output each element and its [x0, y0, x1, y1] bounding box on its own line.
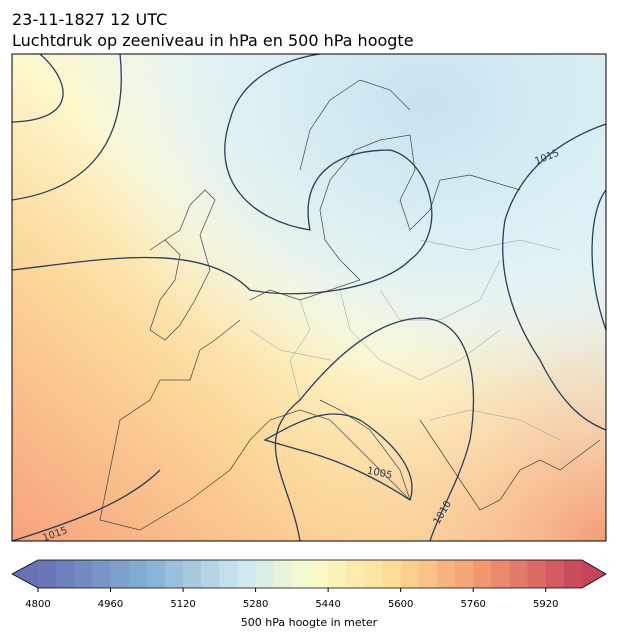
colorbar-tick-label: 4800 [25, 599, 50, 610]
isobar [12, 54, 64, 123]
colorbar-extend [582, 560, 606, 588]
colorbar-bin [56, 560, 75, 588]
colorbar-bin [273, 560, 293, 588]
map: 1015 1005 1010 1015 [12, 54, 606, 541]
isobar [502, 123, 606, 431]
map-frame [11, 53, 607, 542]
colorbar-tick-label: 5280 [243, 599, 268, 610]
colorbar-bin [563, 560, 583, 588]
colorbar-bin [310, 560, 329, 588]
colorbar-bin [146, 560, 166, 588]
colorbar-bin [128, 560, 148, 588]
colorbar-bin [455, 560, 474, 588]
isobar [274, 317, 475, 541]
colorbar-bin [183, 560, 202, 588]
colorbar-bin [201, 560, 220, 588]
colorbar-label: 500 hPa hoogte in meter [241, 616, 378, 629]
colorbar-bin [110, 560, 130, 588]
height-field [12, 54, 606, 541]
colorbar-bin [38, 560, 57, 588]
colorbar-tick-label: 5760 [460, 599, 485, 610]
colorbar-tick-label: 4960 [98, 599, 123, 610]
colorbar-tick-label: 5440 [315, 599, 340, 610]
isobar [12, 54, 433, 295]
border [249, 239, 561, 441]
colorbar-bin [418, 560, 438, 588]
colorbar-bin [237, 560, 257, 588]
map-title: Luchtdruk op zeeniveau in hPa en 500 hPa… [12, 31, 414, 50]
colorbar-bin [400, 560, 420, 588]
colorbar-tick-label: 5120 [170, 599, 195, 610]
colorbar-bin [255, 560, 275, 588]
colorbar-frame [11, 559, 607, 589]
isobar-label: 1005 [366, 466, 393, 482]
isobar [591, 189, 606, 331]
colorbar-bin [346, 560, 365, 588]
colorbar-bin [328, 560, 347, 588]
isobar [263, 413, 413, 502]
colorbar-bin [545, 560, 565, 588]
colorbar-bin [382, 560, 402, 588]
colorbar-tick-label: 5600 [388, 599, 413, 610]
colorbar-bin [491, 560, 510, 588]
colorbar-bin [509, 560, 529, 588]
isobar [12, 54, 122, 201]
colorbar-bin [219, 560, 238, 588]
colorbar-bin [92, 560, 112, 588]
colorbar-bin [291, 560, 311, 588]
colorbar-bin [473, 560, 492, 588]
map-time: 23-11-1827 12 UTC [12, 10, 167, 29]
colorbar-extend [12, 560, 38, 588]
colorbar-bin [364, 560, 384, 588]
colorbar-bin [527, 560, 547, 588]
coastline [99, 79, 601, 531]
colorbar-bin [74, 560, 93, 588]
colorbar-bin [164, 560, 184, 588]
colorbar-tick-label: 5920 [533, 599, 558, 610]
colorbar: 4800 4960 5120 5280 5440 5600 5760 5920 [11, 559, 607, 610]
isobar [12, 469, 161, 541]
colorbar-bin [436, 560, 456, 588]
